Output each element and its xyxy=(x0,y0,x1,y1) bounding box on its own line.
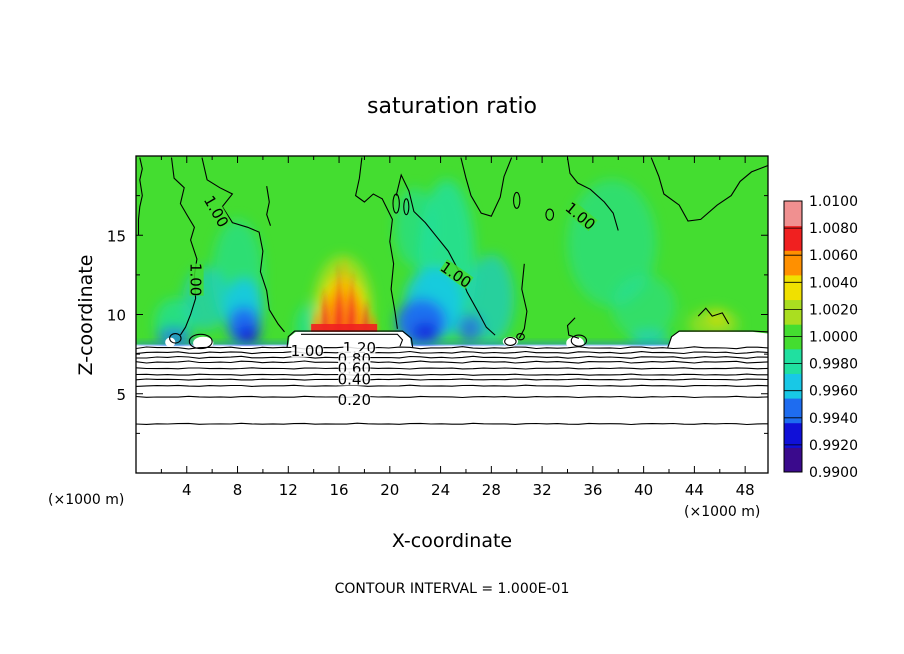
contour-level-line xyxy=(136,360,768,364)
contour-closed-loop xyxy=(504,336,517,346)
contour-lines xyxy=(136,157,768,426)
contour-closed-loop xyxy=(169,332,182,344)
colorbar-label: 0.9940 xyxy=(809,411,858,427)
field-upper xyxy=(136,156,768,364)
cap-outline xyxy=(667,330,768,348)
y-tick-label: 10 xyxy=(107,307,126,325)
y-tick-label: 5 xyxy=(116,386,126,404)
contour-labels: 1.001.00 1.001.001.00 1.200.800.600.400.20 xyxy=(187,193,599,410)
y-axis: 5 10 15 xyxy=(107,195,768,434)
colorbar-label: 0.9920 xyxy=(809,438,858,454)
colorbar-swatch xyxy=(784,447,802,473)
colorbar: 0.9900 0.9920 0.9940 0.9960 0.9980 1.0000 1.00… xyxy=(783,194,858,481)
contour-1-00-line xyxy=(137,157,143,236)
contour-level-line xyxy=(136,346,768,350)
contour-label: 1.00 xyxy=(187,263,205,296)
contour-level-line xyxy=(136,378,768,381)
contour-label: 0.20 xyxy=(338,391,371,409)
heatmap-field xyxy=(136,156,768,473)
x-unit-left: (×1000 m) xyxy=(48,492,124,508)
colorbar-swatch xyxy=(784,299,802,325)
contour-level-line xyxy=(136,350,768,355)
contour-level-line xyxy=(136,384,768,387)
contour-level-line xyxy=(136,395,768,399)
colorbar-label: 1.0000 xyxy=(809,330,858,346)
contour-closed-loop xyxy=(403,198,410,216)
contour-1-00-line xyxy=(460,157,513,217)
colorbar-label: 1.0060 xyxy=(809,248,858,264)
contour-label: 1.00 xyxy=(291,342,324,360)
contour-level-line xyxy=(136,367,768,370)
x-tick-label: 40 xyxy=(634,481,653,499)
contour-closed-loop xyxy=(516,332,525,341)
cap-outline xyxy=(286,330,414,348)
x-tick-label: 4 xyxy=(182,481,192,499)
x-tick-label: 28 xyxy=(482,481,501,499)
contour-1-00-line xyxy=(354,157,398,329)
colorbar-label: 0.9980 xyxy=(809,357,858,373)
x-tick-label: 44 xyxy=(685,481,704,499)
colorbar-label: 0.9900 xyxy=(809,465,858,481)
contour-level-line xyxy=(136,422,768,426)
contour-label: 0.40 xyxy=(338,371,371,389)
x-tick-label: 36 xyxy=(583,481,602,499)
colorbar-swatch xyxy=(784,201,802,227)
x-tick-label: 32 xyxy=(533,481,552,499)
colorbar-swatch xyxy=(784,398,802,424)
colorbar-swatch xyxy=(784,274,802,301)
contour-1-00-line xyxy=(697,307,730,325)
x-tick-label: 16 xyxy=(330,481,349,499)
chart-title: saturation ratio xyxy=(367,94,537,119)
colorbar-swatch xyxy=(784,348,802,374)
contour-closed-loop xyxy=(570,334,588,347)
cap-outline xyxy=(301,333,404,347)
x-unit-right: (×1000 m) xyxy=(684,504,760,520)
colorbar-label: 1.0020 xyxy=(809,302,858,318)
contour-closed-loop xyxy=(392,193,400,214)
x-tick-label: 24 xyxy=(431,481,450,499)
colorbar-swatch xyxy=(784,250,802,276)
colorbar-swatch xyxy=(784,373,802,399)
contour-1-00-line xyxy=(566,157,619,231)
colorbar-label: 1.0080 xyxy=(809,221,858,237)
x-tick-label: 12 xyxy=(279,481,298,499)
y-axis-label: Z-coordinate xyxy=(75,255,97,376)
colorbar-label: 1.0100 xyxy=(809,194,858,210)
x-tick-label: 48 xyxy=(736,481,755,499)
contour-1-00-line xyxy=(201,157,285,333)
x-axis: 4 8 12 16 20 24 28 32 36 40 44 48 xyxy=(160,156,755,499)
contour-1-00-line xyxy=(395,173,496,336)
contour-1-00-line xyxy=(170,157,198,336)
contour-interval-note: CONTOUR INTERVAL = 1.000E-01 xyxy=(335,581,570,597)
contour-closed-loop xyxy=(545,208,555,221)
contour-1-00-line xyxy=(650,157,768,222)
cloud-free-caps xyxy=(136,331,768,473)
contour-1-00-line xyxy=(266,186,272,226)
contour-level-line xyxy=(136,355,768,359)
x-tick-label: 20 xyxy=(380,481,399,499)
contour-level-line xyxy=(136,373,768,376)
contour-1-00-line xyxy=(518,263,528,339)
colorbar-swatch xyxy=(784,225,802,251)
colorbar-label: 1.0040 xyxy=(809,275,858,291)
contour-closed-loop xyxy=(188,333,213,350)
x-tick-label: 8 xyxy=(233,481,243,499)
contour-closed-loop xyxy=(513,191,521,209)
x-axis-label: X-coordinate xyxy=(392,530,512,552)
colorbar-label: 0.9960 xyxy=(809,384,858,400)
y-tick-label: 15 xyxy=(107,227,126,245)
colorbar-swatch xyxy=(784,422,802,448)
